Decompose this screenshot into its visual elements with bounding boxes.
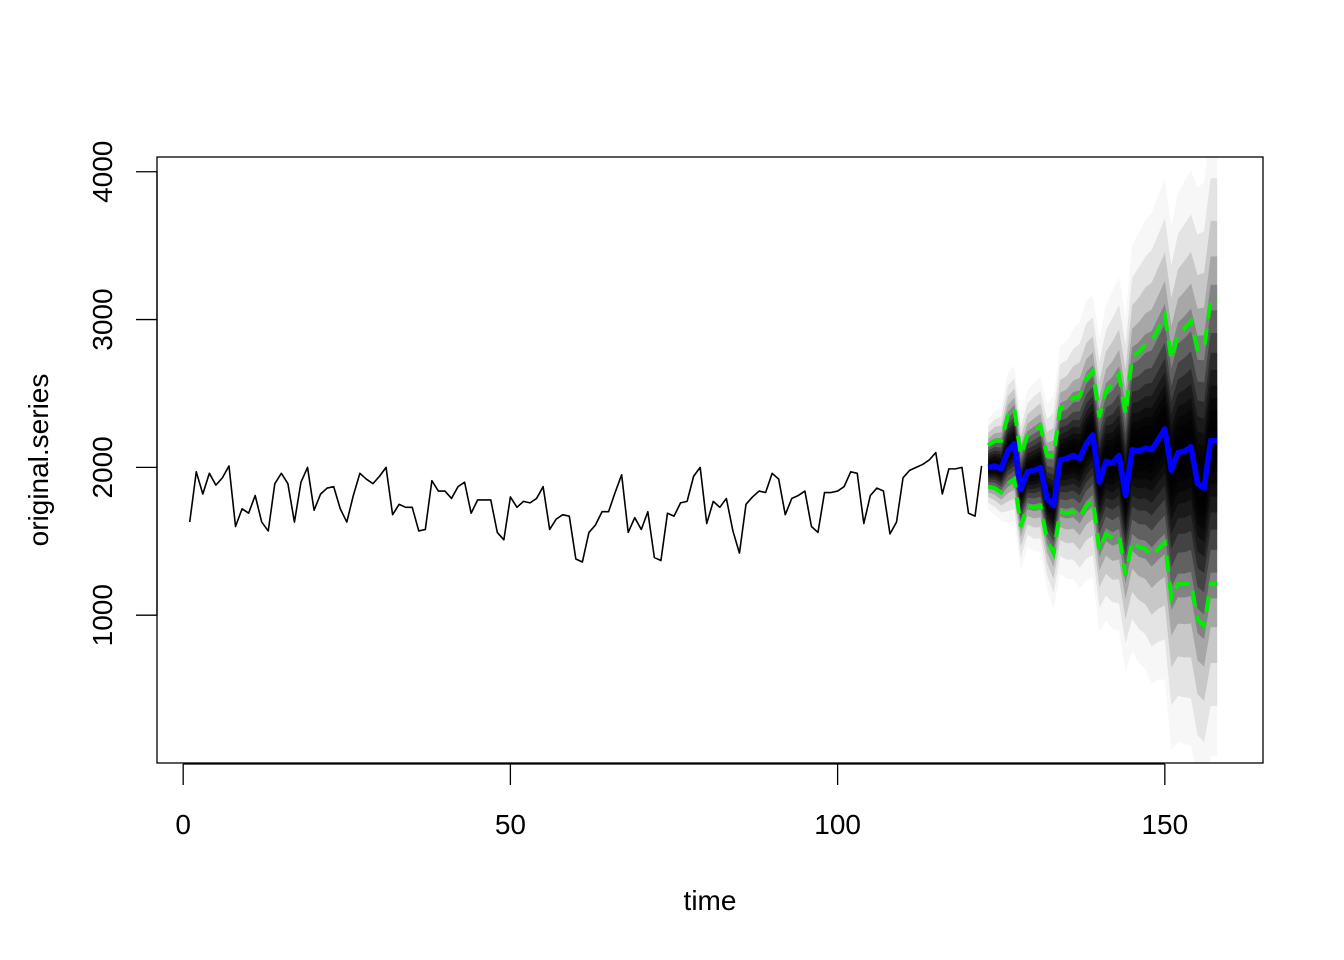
x-axis-label: time [684,885,737,916]
y-axis-label: original.series [23,374,54,547]
x-tick-label: 0 [175,809,191,840]
forecast-lower-interval-line [987,475,1218,630]
forecast-fan-shading [988,178,1218,743]
x-tick-label: 50 [495,809,526,840]
y-tick-label: 2000 [87,436,118,498]
x-axis: 0 50 100 150 [175,763,1188,840]
y-axis: 1000 2000 3000 4000 [87,141,158,646]
y-tick-label: 4000 [87,141,118,203]
forecast-mean-line [987,426,1218,509]
x-tick-label: 100 [814,809,861,840]
y-tick-label: 1000 [87,584,118,646]
forecast-upper-interval-line [987,296,1218,458]
series-lines [188,296,1218,630]
observed-series-line [188,451,983,563]
x-tick-label: 150 [1141,809,1188,840]
y-tick-label: 3000 [87,288,118,350]
